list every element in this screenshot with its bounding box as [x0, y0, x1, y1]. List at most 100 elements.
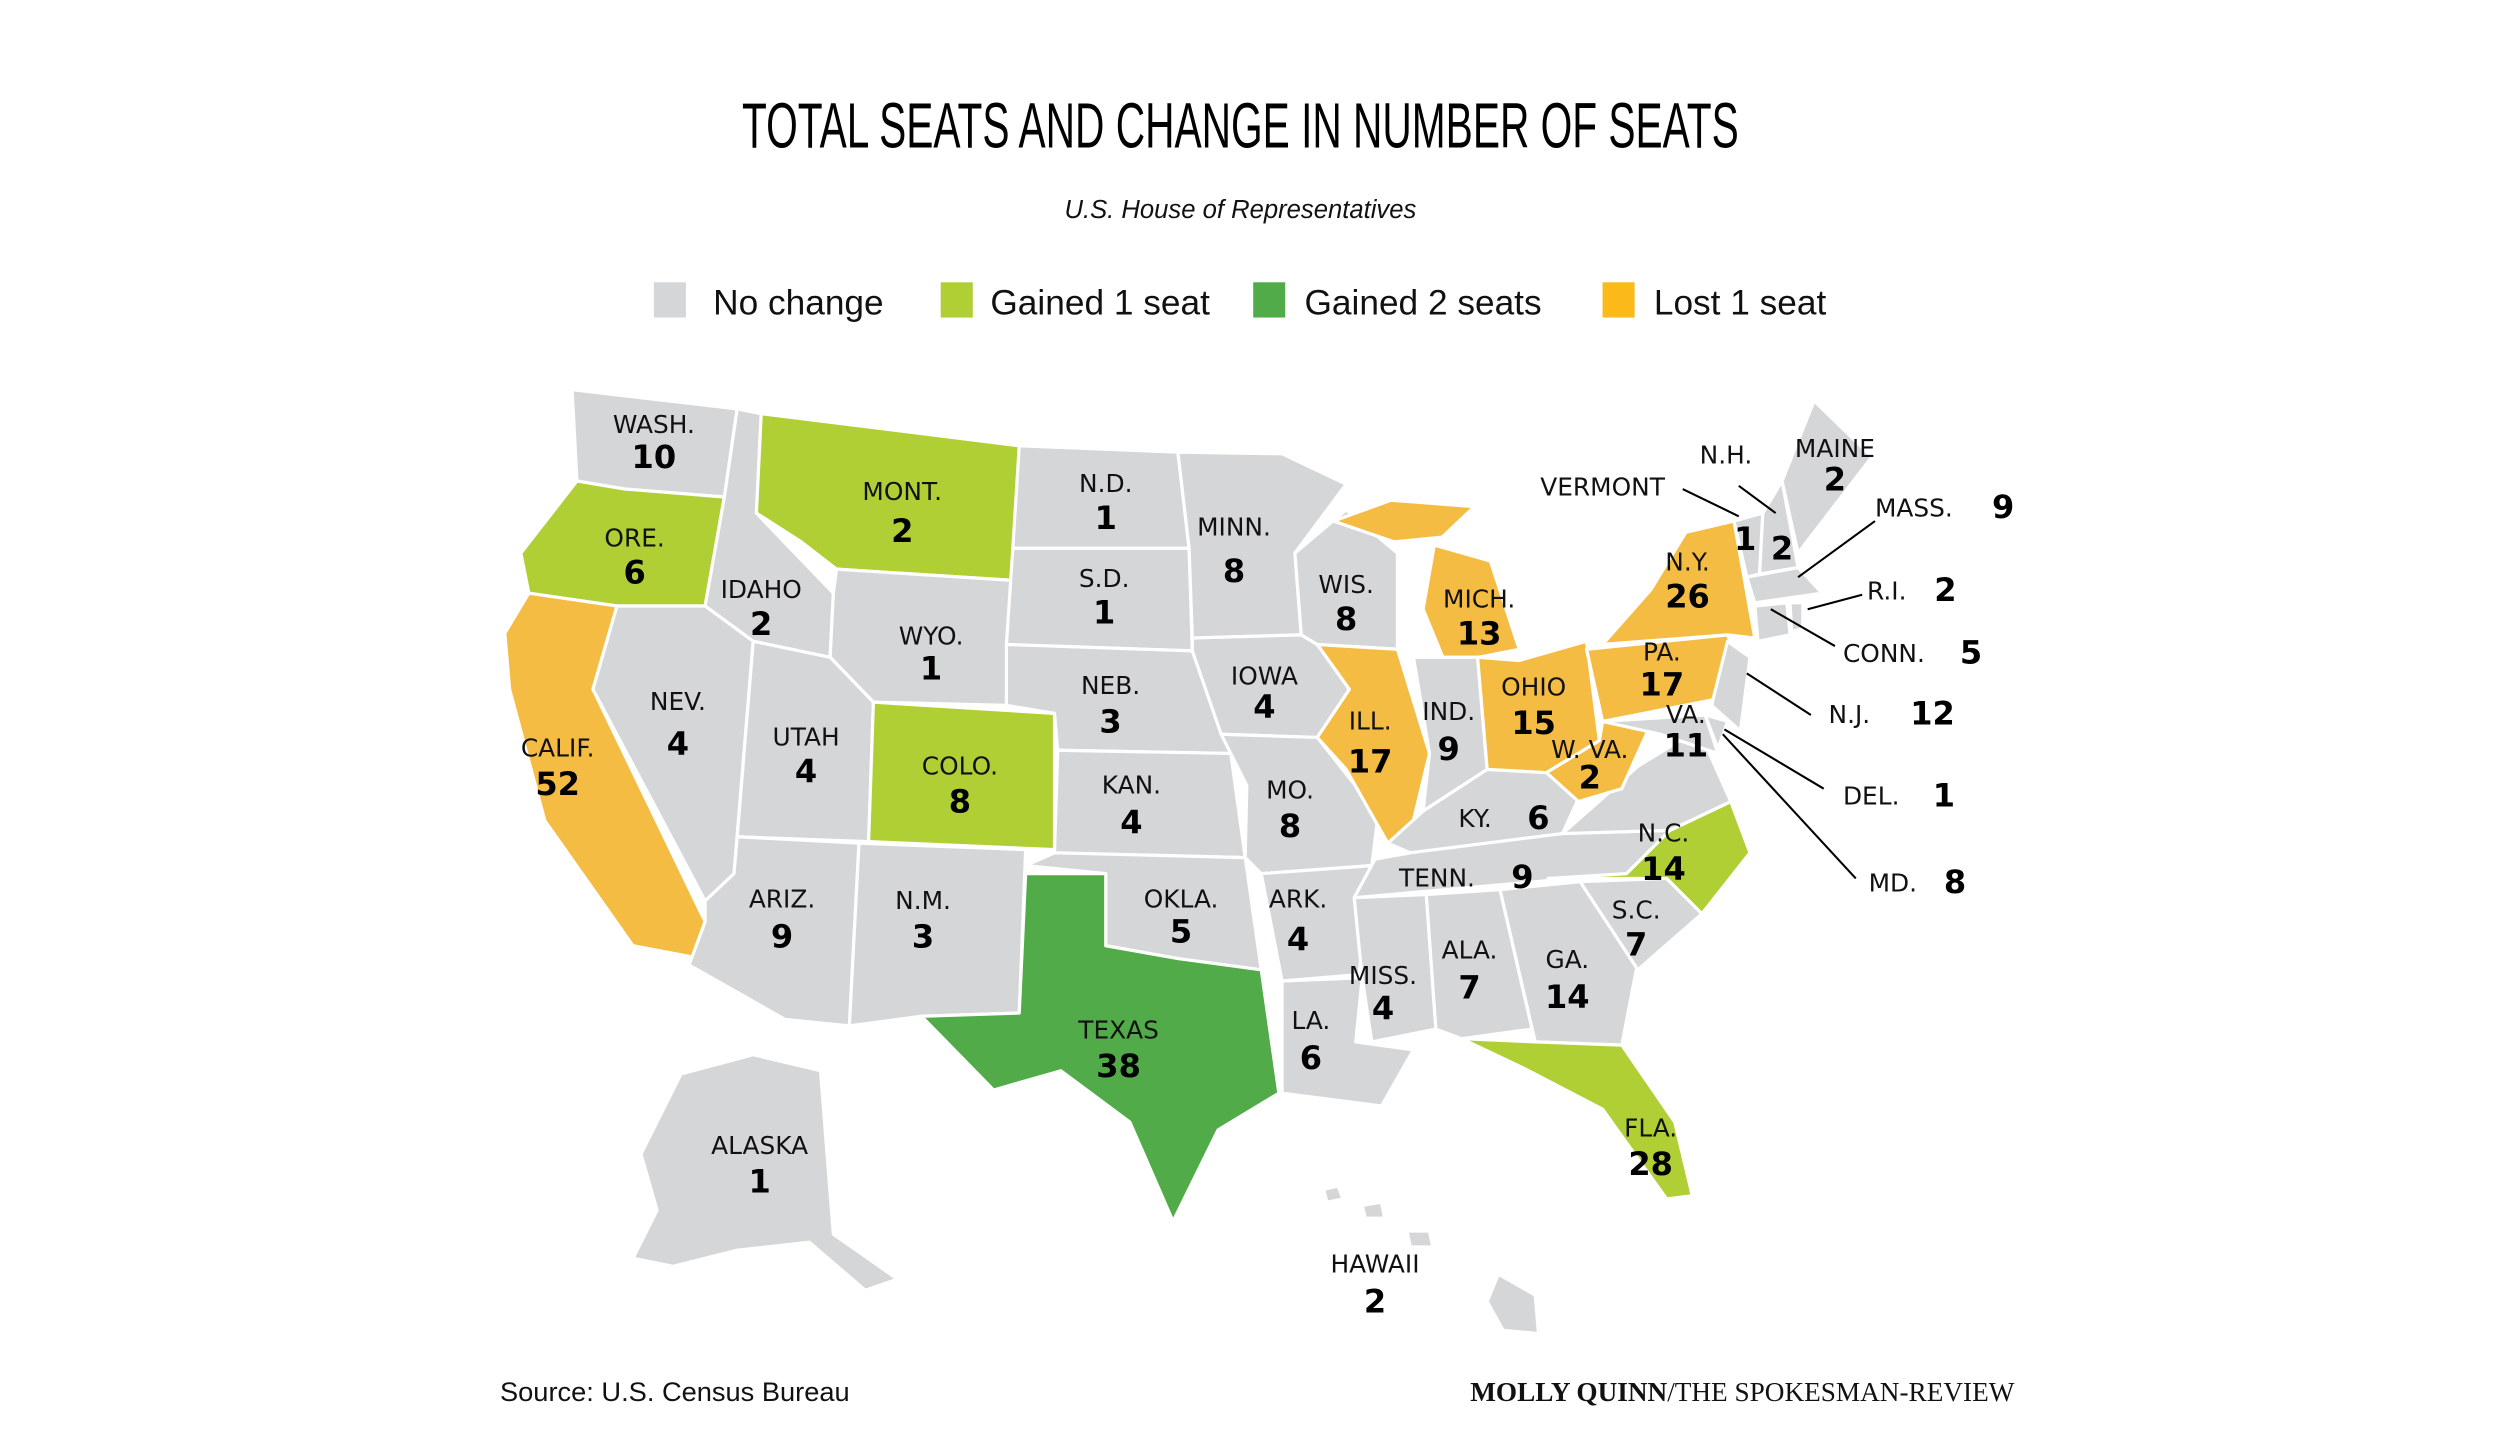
state-ga [1498, 880, 1640, 1047]
state-seats-fl: 28 [1628, 1145, 1673, 1183]
state-name-va: VA. [1666, 700, 1706, 729]
leader-line [1746, 672, 1812, 716]
state-nj [1709, 639, 1752, 733]
legend-swatch-no-change [653, 282, 686, 318]
state-name-wi: WIS. [1318, 570, 1374, 599]
state-fl [1459, 1037, 1694, 1201]
state-seats-nh: 2 [1771, 530, 1793, 568]
leader-line [1807, 593, 1863, 611]
state-name-nm: N.M. [895, 886, 951, 915]
state-seats-ri: 2 [1934, 571, 1956, 609]
state-name-mo: MO. [1266, 775, 1314, 804]
state-seats-id: 2 [750, 605, 772, 643]
state-seats-ct: 5 [1960, 634, 1982, 672]
state-name-ne: NEB. [1081, 671, 1140, 700]
state-name-ar: ARK. [1269, 884, 1327, 913]
leader-line [1682, 488, 1740, 518]
state-seats-il: 17 [1348, 743, 1393, 781]
state-nc [1546, 799, 1752, 916]
state-name-nc: N.C. [1638, 819, 1690, 848]
state-name-ma: MASS. [1875, 493, 1953, 522]
credit-outlet: /THE SPOKESMAN-REVIEW [1667, 1377, 2015, 1407]
state-seats-ky: 6 [1527, 799, 1549, 837]
state-name-ut: UTAH [773, 722, 840, 751]
state-seats-in: 9 [1438, 730, 1460, 768]
state-seats-ca: 52 [535, 765, 580, 803]
state-seats-hi: 2 [1364, 1283, 1386, 1321]
leader-line [1721, 733, 1857, 880]
legend: No change Gained 1 seat Gained 2 seats L… [653, 282, 1826, 322]
state-seats-wy: 1 [920, 650, 942, 688]
state-name-pa: PA. [1643, 637, 1681, 666]
state-md [1600, 713, 1720, 756]
state-hi [1485, 1272, 1541, 1336]
state-al [1424, 888, 1534, 1041]
state-seats-nd: 1 [1095, 499, 1117, 537]
state-seats-wa: 10 [632, 438, 677, 476]
state-seats-ks: 4 [1120, 804, 1142, 842]
state-name-la: LA. [1291, 1006, 1330, 1035]
state-seats-sc: 7 [1625, 925, 1647, 963]
state-seats-ms: 4 [1372, 989, 1394, 1027]
state-ma [1745, 565, 1824, 605]
state-name-hi: HAWAII [1330, 1250, 1419, 1279]
state-seats-oh: 15 [1511, 704, 1556, 742]
credit-author: MOLLY QUINN [1470, 1377, 1667, 1407]
leader-line [1770, 608, 1836, 647]
legend-swatch-gained-2 [1253, 282, 1286, 318]
state-hi [1360, 1200, 1387, 1220]
state-seats-nm: 3 [912, 917, 934, 955]
state-name-tx: TEXAS [1077, 1016, 1159, 1045]
state-name-ny: N.Y. [1665, 548, 1709, 577]
leader-line [1723, 728, 1825, 790]
state-shapes [503, 388, 1874, 1336]
state-name-de: DEL. [1843, 782, 1900, 811]
state-seats-mn: 8 [1223, 552, 1245, 590]
legend-label-gained-2: Gained 2 seats [1304, 283, 1541, 322]
state-seats-wi: 8 [1335, 600, 1357, 638]
state-seats-az: 9 [771, 917, 793, 955]
state-hi [1322, 1184, 1345, 1204]
state-name-nd: N.D. [1079, 469, 1132, 498]
state-name-id: IDAHO [721, 575, 802, 604]
state-name-ct: CONN. [1843, 639, 1925, 668]
state-name-ms: MISS. [1349, 961, 1417, 990]
state-seats-ut: 4 [795, 752, 817, 790]
state-name-in: IND. [1422, 697, 1475, 726]
state-seats-nj: 12 [1910, 695, 1955, 733]
leader-lines [1682, 484, 1876, 880]
state-seats-ga: 14 [1545, 978, 1590, 1016]
state-name-tn: TENN. [1398, 863, 1475, 892]
state-seats-nc: 14 [1641, 850, 1686, 888]
state-name-az: ARIZ. [749, 884, 815, 913]
state-name-sc: S.C. [1612, 896, 1661, 925]
state-name-wy: WYO. [899, 621, 964, 650]
chart-subtitle: U.S. House of Representatives [1064, 196, 1416, 224]
state-name-ca: CALIF. [521, 734, 595, 763]
state-name-sd: S.D. [1079, 564, 1130, 593]
state-seats-tx: 38 [1096, 1047, 1141, 1085]
state-seats-de: 1 [1933, 776, 1955, 814]
state-seats-me: 2 [1824, 461, 1846, 499]
legend-label-gained-1: Gained 1 seat [990, 283, 1210, 322]
state-tx [919, 872, 1281, 1223]
state-name-mi: MICH. [1443, 585, 1515, 614]
state-name-nh: N.H. [1700, 440, 1753, 469]
state-name-mt: MONT. [862, 477, 942, 506]
state-seats-md: 8 [1944, 863, 1966, 901]
state-seats-la: 6 [1300, 1039, 1322, 1077]
credit: MOLLY QUINN/THE SPOKESMAN-REVIEW [1470, 1377, 2015, 1407]
state-name-fl: FLA. [1624, 1113, 1677, 1142]
state-seats-mo: 8 [1279, 807, 1301, 845]
legend-label-no-change: No change [713, 283, 884, 322]
state-seats-ar: 4 [1287, 921, 1309, 959]
state-seats-al: 7 [1458, 969, 1480, 1007]
state-seats-ma: 9 [1992, 488, 2014, 526]
state-name-ak: ALASKA [711, 1131, 808, 1160]
state-name-nj: N.J. [1829, 700, 1871, 729]
state-ar [1259, 864, 1374, 983]
state-seats-ny: 26 [1665, 578, 1710, 616]
state-seats-sd: 1 [1093, 594, 1115, 632]
state-hi [1405, 1229, 1435, 1249]
